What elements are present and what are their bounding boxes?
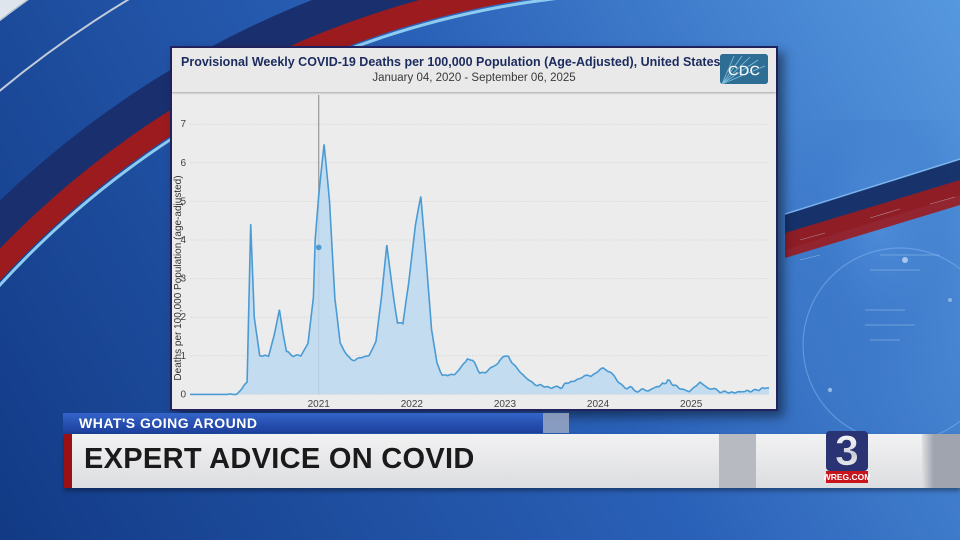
svg-text:Deaths per 100,000 Population: Deaths per 100,000 Population (age-adjus… [173, 175, 184, 380]
svg-text:3: 3 [835, 430, 859, 475]
svg-text:2025: 2025 [680, 399, 703, 409]
svg-text:6: 6 [180, 158, 186, 169]
svg-text:7: 7 [180, 119, 186, 130]
svg-text:WREG.COM: WREG.COM [824, 472, 870, 482]
svg-text:2022: 2022 [401, 399, 424, 409]
svg-text:2023: 2023 [494, 399, 517, 409]
svg-text:2024: 2024 [587, 399, 610, 409]
svg-text:0: 0 [180, 389, 186, 400]
svg-text:2021: 2021 [308, 399, 331, 409]
